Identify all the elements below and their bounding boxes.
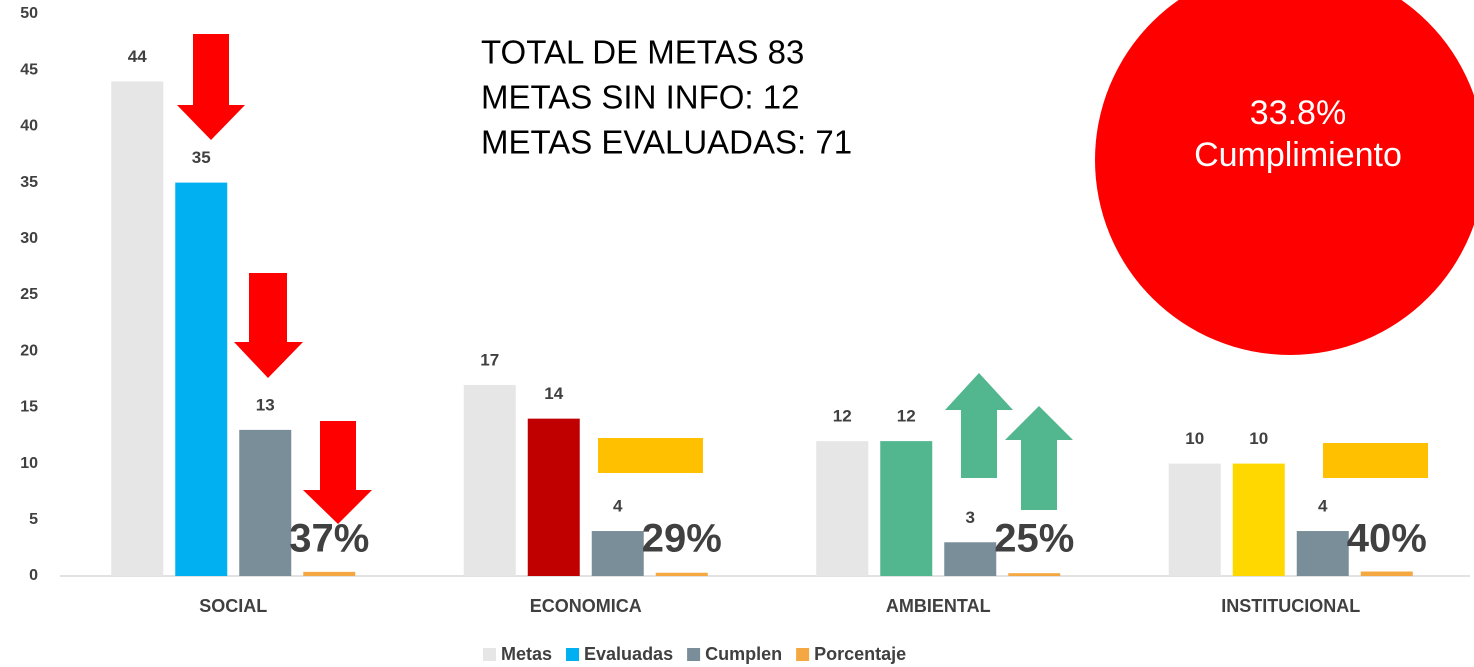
bar bbox=[175, 182, 228, 576]
bar bbox=[303, 571, 356, 576]
legend-swatch bbox=[687, 648, 701, 661]
bar bbox=[655, 572, 708, 576]
data-label: 4 bbox=[1318, 497, 1328, 516]
annotation: METAS SIN INFO: 12 bbox=[481, 79, 799, 116]
legend-swatch bbox=[796, 648, 810, 661]
x-tick-label: INSTITUCIONAL bbox=[1221, 596, 1360, 616]
y-tick-label: 15 bbox=[20, 399, 38, 416]
callout-text: Cumplimiento bbox=[1194, 136, 1402, 174]
bar bbox=[1232, 463, 1285, 576]
data-label: 14 bbox=[544, 384, 563, 403]
bar bbox=[239, 429, 292, 576]
annotation: TOTAL DE METAS 83 bbox=[481, 34, 804, 71]
y-tick-label: 0 bbox=[29, 567, 38, 584]
bar bbox=[527, 418, 580, 576]
y-tick-label: 50 bbox=[20, 5, 38, 22]
bar bbox=[880, 441, 933, 576]
bar bbox=[1008, 573, 1061, 576]
data-label: 10 bbox=[1249, 429, 1268, 448]
bar bbox=[1360, 571, 1413, 576]
data-label: 12 bbox=[833, 407, 852, 426]
y-tick-label: 10 bbox=[20, 455, 38, 472]
bar bbox=[591, 531, 644, 576]
bar bbox=[816, 441, 869, 576]
data-label: 4 bbox=[613, 497, 623, 516]
callout-text: 33.8% bbox=[1250, 94, 1346, 132]
bar bbox=[1168, 463, 1221, 576]
percent-label: 40% bbox=[1347, 517, 1427, 561]
data-label: 35 bbox=[192, 148, 211, 167]
annotation: METAS EVALUADAS: 71 bbox=[481, 124, 852, 161]
data-label: 13 bbox=[256, 395, 275, 414]
bar bbox=[944, 542, 997, 576]
down-arrow bbox=[234, 273, 303, 378]
y-tick-label: 40 bbox=[20, 118, 38, 135]
callout-circle bbox=[1095, 0, 1474, 355]
down-arrow bbox=[177, 34, 245, 140]
data-label: 3 bbox=[966, 508, 975, 527]
legend-label: Porcentaje bbox=[814, 644, 906, 664]
x-tick-label: SOCIAL bbox=[199, 596, 267, 616]
y-tick-label: 5 bbox=[29, 511, 38, 528]
data-label: 44 bbox=[128, 47, 147, 66]
y-tick-label: 25 bbox=[20, 286, 38, 303]
data-label: 12 bbox=[897, 407, 916, 426]
down-arrow bbox=[303, 421, 372, 524]
y-tick-label: 35 bbox=[20, 174, 38, 191]
bar bbox=[463, 384, 516, 576]
data-label: 10 bbox=[1185, 429, 1204, 448]
data-label: 17 bbox=[480, 350, 499, 369]
bar bbox=[1296, 531, 1349, 576]
legend-label: Evaluadas bbox=[584, 644, 673, 664]
x-tick-label: AMBIENTAL bbox=[886, 596, 991, 616]
up-arrow bbox=[1005, 406, 1073, 510]
y-tick-label: 45 bbox=[20, 61, 38, 78]
y-tick-label: 20 bbox=[20, 342, 38, 359]
percent-label: 37% bbox=[289, 517, 369, 561]
arrows bbox=[177, 34, 1428, 524]
percent-label: 29% bbox=[642, 517, 722, 561]
legend-label: Cumplen bbox=[705, 644, 782, 664]
up-arrow bbox=[945, 373, 1013, 478]
percent-label: 25% bbox=[994, 517, 1074, 561]
y-tick-label: 30 bbox=[20, 230, 38, 247]
bar bbox=[111, 81, 164, 576]
legend-label: Metas bbox=[501, 644, 552, 664]
legend-swatch bbox=[483, 648, 496, 661]
legend-swatch bbox=[566, 648, 580, 661]
highlight-box bbox=[598, 438, 703, 473]
highlight-box bbox=[1323, 443, 1428, 478]
x-tick-label: ECONOMICA bbox=[530, 596, 642, 616]
